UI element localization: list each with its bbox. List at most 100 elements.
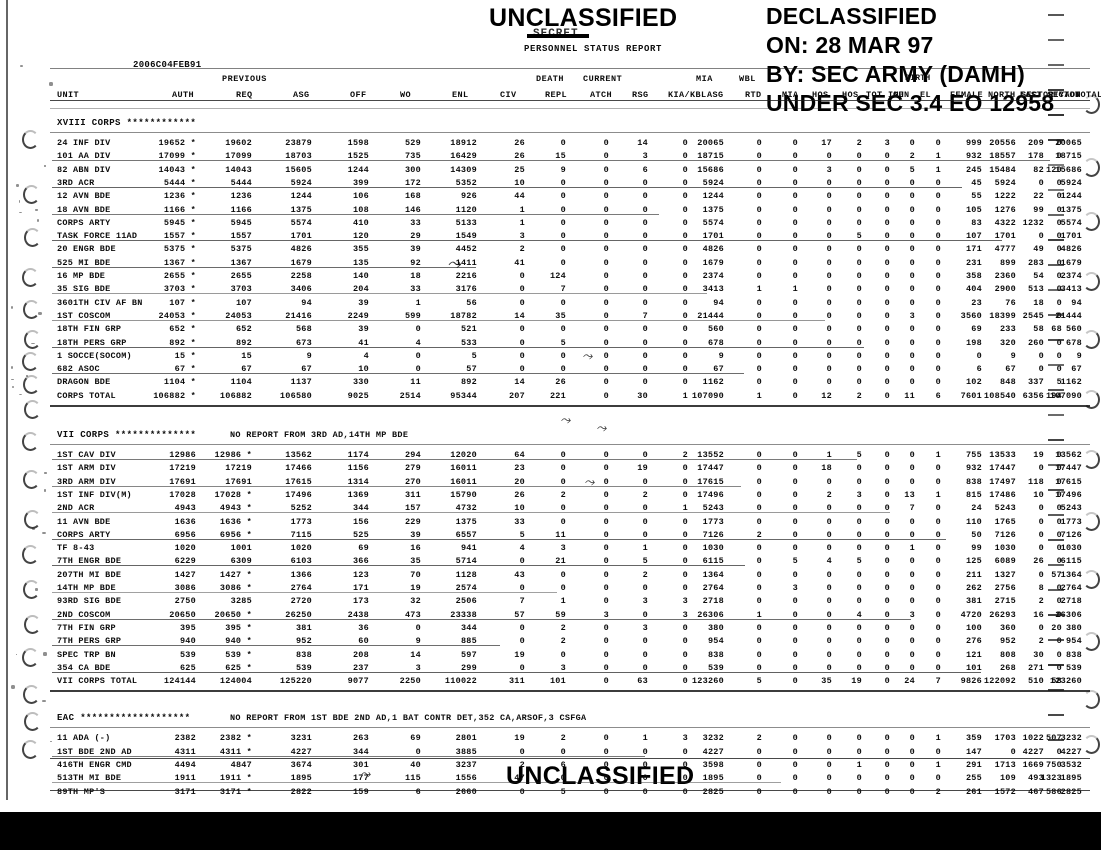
cell-asg: 1773: [252, 517, 312, 527]
cell-auth: 124144: [136, 676, 196, 686]
cell-unit: 7TH FIN GRP: [57, 623, 116, 633]
scan-speck-artifact: [11, 379, 14, 380]
cell-wo: 1: [361, 298, 421, 308]
scanned-document-page: UNCLASSIFIED SECRET DECLASSIFIED ON: 28 …: [0, 0, 1101, 850]
table-row: 14TH MP BDE 3086 3086 * 2764 171 19 2574 0 0 0 0 0 2…: [0, 583, 1101, 596]
cell-unit: 12 AVN BDE: [57, 191, 111, 201]
scan-underline: [52, 459, 857, 460]
cell-req: 539 *: [192, 650, 252, 660]
cell-total: 1895: [1022, 773, 1082, 783]
form-rule: [50, 790, 1090, 791]
table-row: CORPS ARTY 6956 6956 * 7115 525 39 6557 5 11 0 0 0 7…: [0, 530, 1101, 543]
scan-underline: [52, 486, 741, 487]
cell-wo: 16: [361, 543, 421, 553]
table-row: 24 INF DIV 19652 * 19602 23879 1598 529 18912 2…: [0, 138, 1101, 151]
scan-underline: [52, 756, 645, 757]
cell-off: 156: [309, 517, 369, 527]
cell-wo: 6: [361, 787, 421, 797]
scan-underline: [52, 619, 911, 620]
table-row: 93RD SIG BDE 2750 3285 2720 173 32 2506 7 1 0 3 3 27…: [0, 596, 1101, 609]
table-row: 35 SIG BDE 3703 * 3703 3406 204 33 3176 0 7 0 0 0 34…: [0, 284, 1101, 297]
scan-tick-artifact: [1048, 314, 1064, 316]
column-header-off: OFF: [350, 90, 367, 100]
scan-underline: [52, 565, 745, 566]
column-header-civ: CIV: [500, 90, 517, 100]
secret-stamp-struck: SECRET: [533, 28, 579, 40]
cell-unit: 416TH ENGR CMD: [57, 760, 132, 770]
table-row: 1ST ARM DIV 17219 17219 17466 1156 279 16011 23…: [0, 463, 1101, 476]
cell-off: 355: [309, 244, 369, 254]
cell-off: 1244: [309, 165, 369, 175]
binder-hole-artifact: [22, 352, 39, 371]
cell-asg: 3231: [252, 733, 312, 743]
scan-underline: [52, 214, 659, 215]
cell-total: 4826: [1022, 244, 1082, 254]
column-group-current: CURRENT: [583, 74, 622, 84]
form-rule: [50, 758, 1090, 759]
cell-off: 140: [309, 271, 369, 281]
scan-tick-artifact: [1048, 214, 1064, 216]
scan-bottom-border: [0, 812, 1101, 850]
cell-wo: 69: [361, 733, 421, 743]
cell-off: 410: [309, 218, 369, 228]
cell-asg: 1020: [252, 543, 312, 553]
column-header-unit: UNIT: [57, 90, 79, 100]
column-header-repl: REPL: [545, 90, 567, 100]
cell-unit: TF 8-43: [57, 543, 94, 553]
cell-total: 2718: [1022, 596, 1082, 606]
cell-off: 208: [309, 650, 369, 660]
binder-hole-artifact: [22, 130, 39, 149]
cell-req: 1236: [192, 191, 252, 201]
cell-auth: 107 *: [136, 298, 196, 308]
cell-auth: 1236 *: [136, 191, 196, 201]
cell-req: 5945: [192, 218, 252, 228]
binder-hole-artifact-right: [1083, 330, 1100, 349]
cell-off: 39: [309, 324, 369, 334]
binder-hole-artifact: [23, 185, 40, 204]
table-row: 101 AA DIV 17099 * 17099 18703 1525 735 16429 2…: [0, 151, 1101, 164]
cell-unit: 82 ABN DIV: [57, 165, 111, 175]
table-row: 682 ASOC 67 * 67 67 10 0 57 0 0 0 0 0 67 0 0 0 0 0 0 0 6 67 0 0…: [0, 364, 1101, 377]
table-row: 207TH MI BDE 1427 1427 * 1366 123 70 1128 43 0 0 2…: [0, 570, 1101, 583]
cell-asg: 17496: [252, 490, 312, 500]
cell-auth: 1020: [136, 543, 196, 553]
cell-auth: 2750: [136, 596, 196, 606]
form-rule: [50, 727, 1090, 728]
column-header-hos: HOS: [842, 90, 859, 100]
scan-tick-artifact: [1048, 489, 1064, 491]
cell-total: 15686: [1022, 165, 1082, 175]
scan-speck-artifact: [19, 200, 20, 203]
binder-hole-artifact: [24, 228, 41, 247]
cell-unit: 1 SOCCE(SOCOM): [57, 351, 132, 361]
scan-tick-artifact: [1048, 689, 1064, 691]
cell-total: 2825: [1022, 787, 1082, 797]
cell-req: 652: [192, 324, 252, 334]
scan-speck-artifact: [35, 209, 38, 211]
cell-auth: 1104 *: [136, 377, 196, 387]
cell-wo: 168: [361, 191, 421, 201]
table-row: 525 MI BDE 1367 * 1367 1679 135 92 1411 41 0 0 0 0 1…: [0, 258, 1101, 271]
cell-total: 17496: [1022, 490, 1082, 500]
cell-wo: 11: [361, 377, 421, 387]
scan-speck-artifact: [43, 652, 47, 656]
column-header-rsg: RSG: [632, 90, 649, 100]
column-header-wo: WO: [400, 90, 411, 100]
cell-auth: 652 *: [136, 324, 196, 334]
cell-off: 39: [309, 298, 369, 308]
scan-underline: [52, 672, 981, 673]
cell-auth: 14043 *: [136, 165, 196, 175]
cell-total: 1679: [1022, 258, 1082, 268]
scan-tick-artifact: [1048, 514, 1064, 516]
cell-total: 5574: [1022, 218, 1082, 228]
scan-speck-artifact: [44, 472, 47, 474]
cell-off: 173: [309, 596, 369, 606]
cell-auth: 2655 *: [136, 271, 196, 281]
cell-auth: 106882 *: [136, 391, 196, 401]
cell-total: 2764: [1022, 583, 1082, 593]
form-rule: [50, 444, 1090, 445]
cell-off: 263: [309, 733, 369, 743]
table-row-total: VII CORPS TOTAL 124144 124004 125220 9077 225…: [0, 676, 1101, 689]
scan-underline: [52, 267, 476, 268]
binder-hole-artifact-right: [1083, 512, 1100, 531]
binder-hole-artifact: [23, 685, 40, 704]
